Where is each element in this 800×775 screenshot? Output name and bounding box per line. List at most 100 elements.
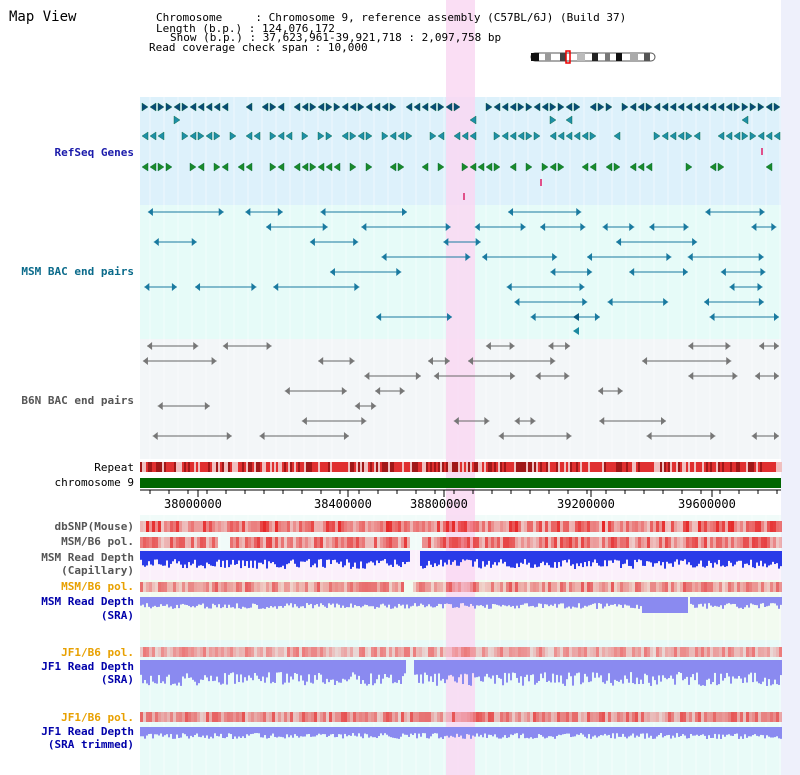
refseq-gene-mark: [149, 102, 157, 112]
variant-density-cell: [713, 582, 716, 592]
read-depth-bar: [502, 660, 504, 686]
read-depth-bar: [540, 597, 542, 604]
track-label-refseq[interactable]: RefSeq Genes: [54, 146, 134, 159]
variant-density-cell: [395, 521, 398, 532]
variant-density-cell: [680, 582, 683, 592]
repeat-segment: [540, 462, 542, 472]
read-depth-bar: [486, 551, 488, 565]
refseq-gene-mark: [493, 131, 501, 141]
variant-density-cell: [410, 521, 413, 532]
bac-end-marker: [649, 223, 655, 231]
track-label-repeat[interactable]: Repeat: [94, 461, 134, 474]
read-depth-bar: [776, 597, 778, 606]
variant-density-cell: [176, 647, 179, 657]
variant-density-cell: [314, 712, 317, 722]
bac-end-marker: [266, 223, 272, 231]
variant-density-cell: [779, 582, 782, 592]
read-depth-bar: [518, 597, 520, 609]
read-depth-bar: [674, 660, 676, 685]
read-depth-bar: [254, 727, 256, 734]
bac-end-marker: [704, 298, 710, 306]
read-depth-bar: [378, 551, 380, 564]
refseq-gene-mark: [597, 102, 605, 112]
track-label-b6n-bac[interactable]: B6N BAC end pairs: [21, 394, 134, 407]
track-label-msm-b6-pol-1[interactable]: MSM/B6 pol.: [61, 535, 134, 548]
variant-density-cell: [440, 712, 443, 722]
variant-density-cell: [605, 521, 608, 532]
variant-density-cell: [425, 647, 428, 657]
track-label-msm-depth-sra[interactable]: MSM Read Depth: [41, 595, 134, 608]
read-depth-bar: [162, 551, 164, 566]
read-depth-bar: [192, 660, 194, 680]
read-depth-bar: [678, 660, 680, 673]
repeat-segment: [420, 462, 422, 472]
read-depth-bar: [370, 597, 372, 607]
refseq-gene-mark: [469, 115, 477, 125]
variant-density-cell: [662, 521, 665, 532]
read-depth-bar: [354, 551, 356, 563]
variant-density-cell: [347, 647, 350, 657]
repeat-segment: [680, 462, 682, 472]
track-label-jf1-depth-trim[interactable]: JF1 Read Depth: [41, 725, 134, 738]
variant-density-cell: [470, 521, 473, 532]
variant-density-cell: [770, 647, 773, 657]
variant-density-cell: [149, 537, 152, 548]
variant-density-cell: [623, 712, 626, 722]
read-depth-bar: [700, 551, 702, 561]
variant-density-cell: [722, 537, 725, 548]
track-label-jf1-b6-pol-1[interactable]: JF1/B6 pol.: [61, 646, 134, 659]
read-depth-bar: [482, 660, 484, 682]
variant-density-cell: [338, 537, 341, 548]
variant-density-cell: [431, 537, 434, 548]
refseq-gene-mark: [685, 102, 693, 112]
variant-density-cell: [329, 647, 332, 657]
track-label-jf1-depth-sra[interactable]: JF1 Read Depth: [41, 660, 134, 673]
read-depth-bar: [608, 597, 610, 606]
refseq-gene-mark: [725, 131, 733, 141]
track-label-msm-b6-pol-2[interactable]: MSM/B6 pol.: [61, 580, 134, 593]
variant-density-cell: [701, 647, 704, 657]
variant-density-cell: [299, 521, 302, 532]
refseq-gene-mark: [197, 102, 205, 112]
read-depth-bar: [762, 727, 764, 736]
variant-density-cell: [476, 537, 479, 548]
read-depth-bar: [256, 660, 258, 676]
track-label-msm-bac[interactable]: MSM BAC end pairs: [21, 265, 134, 278]
bac-end-marker: [354, 283, 360, 291]
read-depth-bar: [688, 551, 690, 563]
variant-density-cell: [164, 521, 167, 532]
read-depth-bar: [332, 597, 334, 604]
variant-density-cell: [569, 521, 572, 532]
track-label-jf1-b6-pol-2[interactable]: JF1/B6 pol.: [61, 711, 134, 724]
read-depth-bar: [350, 551, 352, 569]
read-depth-bar: [756, 597, 758, 606]
variant-density-cell: [506, 647, 509, 657]
read-depth-bar: [308, 551, 310, 560]
read-depth-bar: [186, 597, 188, 606]
read-depth-bar: [670, 660, 672, 676]
variant-density-cell: [182, 712, 185, 722]
repeat-segment: [410, 462, 412, 472]
read-depth-bar: [622, 660, 624, 684]
variant-density-cell: [197, 582, 200, 592]
read-depth-bar: [618, 551, 620, 561]
repeat-segment: [406, 462, 408, 472]
read-depth-bar: [350, 727, 352, 736]
variant-density-cell: [152, 647, 155, 657]
variant-density-cell: [662, 647, 665, 657]
track-label-msm-depth-cap[interactable]: MSM Read Depth: [41, 551, 134, 564]
read-depth-bar: [760, 727, 762, 735]
track-label-dbsnp[interactable]: dbSNP(Mouse): [54, 520, 134, 533]
read-depth-bar: [196, 660, 198, 686]
read-depth-bar: [716, 597, 718, 607]
variant-density-cell: [449, 647, 452, 657]
variant-density-cell: [230, 521, 233, 532]
variant-density-cell: [551, 712, 554, 722]
refseq-gene-mark: [733, 102, 741, 112]
refseq-gene-mark: [653, 102, 661, 112]
read-depth-bar: [556, 551, 558, 568]
repeat-segment: [594, 462, 596, 472]
variant-density-cell: [539, 521, 542, 532]
read-depth-bar: [380, 727, 382, 734]
track-label-chromosome[interactable]: chromosome 9: [54, 476, 134, 489]
